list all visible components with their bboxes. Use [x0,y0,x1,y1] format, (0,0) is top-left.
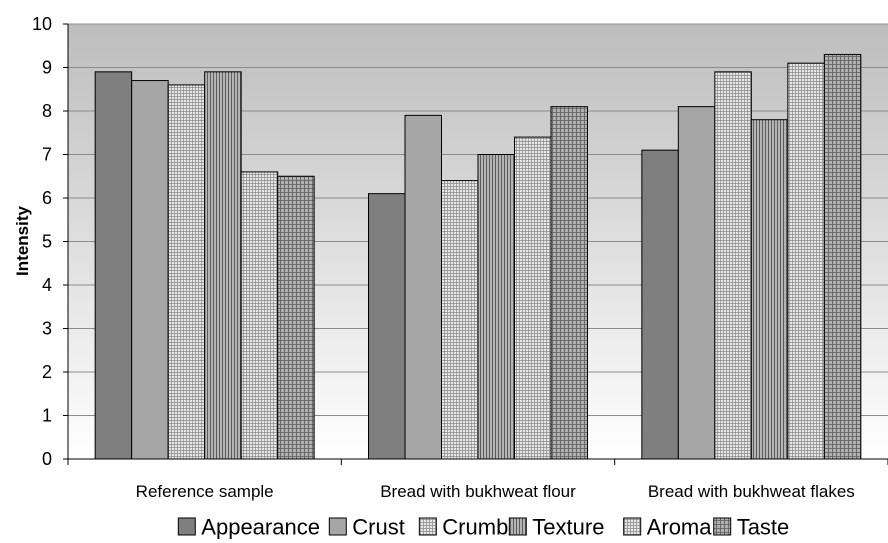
y-tick-label: 1 [42,406,52,426]
bars [94,53,862,460]
legend-label: Taste [737,515,790,540]
y-tick-label: 9 [42,58,52,78]
legend-swatch [508,517,527,536]
bar [441,180,479,460]
legend-label: Crust [352,515,405,540]
bar [750,119,789,460]
y-ticks: 0 1 2 3 4 5 6 7 8 9 10 [32,14,68,469]
bar [204,71,242,460]
y-tick-label: 8 [42,101,52,121]
bar [94,71,133,460]
bar [787,62,825,460]
legend-swatch [328,517,347,536]
bar [167,84,206,460]
legend-swatch [623,517,642,536]
legend-swatch [177,517,196,536]
legend-label: Crumb [442,515,508,540]
bar [514,136,552,460]
bar [277,175,315,460]
category-label: Bread with bukhweat flour [380,482,576,501]
y-tick-label: 7 [42,145,52,165]
y-tick-label: 6 [42,188,52,208]
legend-label: Texture [532,515,604,540]
y-tick-label: 4 [42,275,52,295]
bar [550,106,588,460]
y-tick-label: 0 [42,449,52,469]
x-ticks [67,459,888,465]
bar [641,149,679,460]
legend: Appearance Crust Crumb Texture Aroma Taste [177,515,790,540]
category-labels: Reference sample Bread with bukhweat flou… [136,482,855,501]
legend-swatch [713,517,732,536]
bar [131,80,169,460]
bar [368,193,406,460]
bar [404,114,442,460]
y-tick-label: 5 [42,232,52,252]
category-label: Reference sample [136,482,274,501]
bar [240,171,279,460]
bar [714,71,752,460]
y-axis-title: Intensity [13,206,32,276]
bar [677,106,716,460]
y-tick-label: 2 [42,362,52,382]
category-label: Bread with bukhweat flakes [648,482,855,501]
y-tick-label: 10 [32,14,52,34]
legend-label: Aroma [647,515,713,540]
y-tick-label: 3 [42,319,52,339]
bar [823,53,862,460]
bar [477,154,515,460]
legend-swatch [418,517,437,536]
legend-label: Appearance [201,515,320,540]
